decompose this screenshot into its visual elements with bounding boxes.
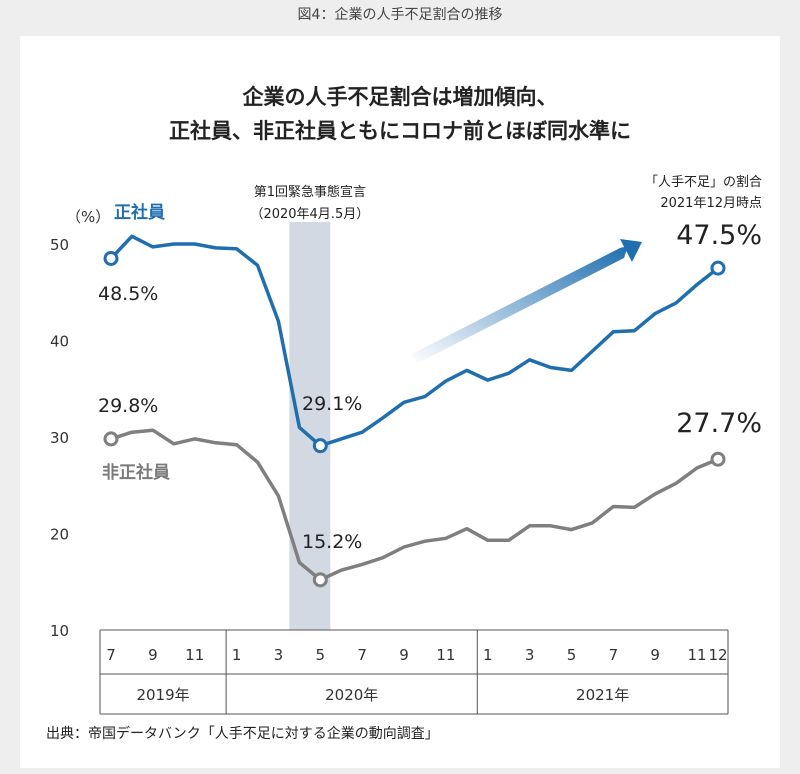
- x-tick-label: 7: [609, 646, 619, 664]
- x-tick-label: 11: [185, 646, 204, 664]
- y-tick-label: 40: [50, 333, 69, 351]
- data-point-marker: [312, 438, 328, 454]
- chart: 第1回緊急事態宣言 （2020年4月.5月） 企業の人手不足割合は増加傾向、正社員…: [46, 85, 762, 742]
- highlight-label-line-1: 第1回緊急事態宣言: [254, 184, 366, 200]
- y-unit-label: （%）: [66, 208, 110, 226]
- data-point-marker: [312, 572, 328, 588]
- series-line-regular: [109, 234, 720, 448]
- x-tick-label: 7: [106, 646, 116, 664]
- x-tick-label: 3: [525, 646, 535, 664]
- y-tick-label: 10: [50, 622, 69, 640]
- chart-card: 第1回緊急事態宣言 （2020年4月.5月） 企業の人手不足割合は増加傾向、正社員…: [20, 36, 780, 768]
- y-tick-label: 20: [50, 526, 69, 544]
- chart-title-line-2: 正社員、非正社員ともにコロナ前とほぼ同水準に: [169, 119, 631, 143]
- data-label: 48.5%: [98, 283, 158, 305]
- x-tick-label: 9: [148, 646, 158, 664]
- chart-title-line-1: 企業の人手不足割合は増加傾向、: [242, 85, 558, 109]
- x-tick-label: 1: [483, 646, 493, 664]
- annotation-line-1: 「人手不足」の割合: [645, 174, 762, 190]
- highlight-label-line-2: （2020年4月.5月）: [250, 207, 369, 222]
- x-tick-label: 11: [436, 646, 455, 664]
- data-label: 29.8%: [98, 395, 158, 417]
- x-tick-label: 5: [567, 646, 577, 664]
- data-point-marker: [103, 250, 119, 266]
- emergency-highlight-band: [289, 222, 331, 630]
- year-label: 2020年: [325, 686, 378, 704]
- x-tick-label: 9: [399, 646, 409, 664]
- x-tick-label: 9: [650, 646, 660, 664]
- x-tick-label: 7: [357, 646, 367, 664]
- annotation-line-2: 2021年12月時点: [660, 196, 762, 211]
- x-tick-label: 11: [688, 646, 707, 664]
- trend-arrow-head: [620, 239, 642, 262]
- source-note: 出典：帝国データバンク「人手不足に対する企業の動向調査」: [46, 725, 439, 742]
- figure-label: 図4：企業の人手不足割合の推移: [297, 7, 503, 23]
- data-label: 29.1%: [302, 393, 362, 415]
- data-point-marker: [103, 431, 119, 447]
- year-label: 2021年: [576, 686, 629, 704]
- series-label-nonregular: 非正社員: [102, 462, 170, 483]
- trend-arrow-body: [412, 246, 628, 364]
- data-point-marker: [710, 451, 726, 467]
- series-label-regular: 正社員: [114, 202, 165, 223]
- x-tick-label: 1: [232, 646, 242, 664]
- y-tick-label: 30: [50, 429, 69, 447]
- x-tick-label: 5: [316, 646, 326, 664]
- data-label: 47.5%: [676, 220, 762, 251]
- data-label: 15.2%: [302, 531, 362, 553]
- x-tick-label: 12: [708, 646, 727, 664]
- data-label: 27.7%: [676, 408, 762, 439]
- year-label: 2019年: [136, 686, 189, 704]
- series-line-nonregular: [109, 428, 720, 582]
- y-tick-label: 50: [50, 236, 69, 254]
- data-point-marker: [710, 260, 726, 276]
- x-tick-label: 3: [274, 646, 284, 664]
